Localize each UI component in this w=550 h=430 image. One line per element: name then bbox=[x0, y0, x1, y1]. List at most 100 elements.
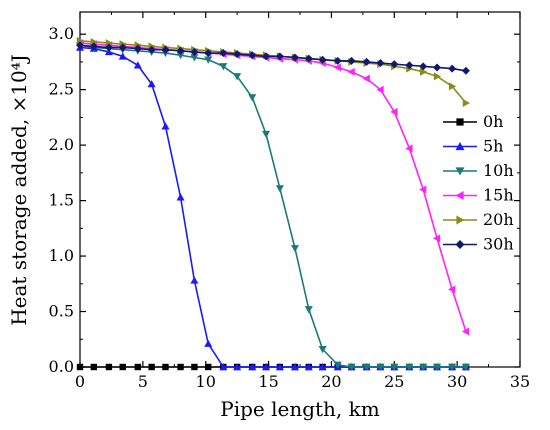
legend-marker bbox=[456, 118, 464, 126]
data-point-30h bbox=[419, 62, 428, 71]
data-point-10h bbox=[290, 245, 299, 253]
y-tick-label: 1.0 bbox=[49, 246, 74, 265]
legend-marker bbox=[455, 167, 465, 176]
x-tick-label: 15 bbox=[258, 372, 278, 391]
data-point-30h bbox=[147, 45, 156, 54]
data-point-0h bbox=[134, 363, 142, 371]
data-point-15h bbox=[405, 144, 413, 153]
data-point-30h bbox=[118, 43, 127, 52]
data-point-10h bbox=[275, 185, 284, 193]
data-point-5h bbox=[233, 363, 242, 371]
data-point-5h bbox=[304, 363, 313, 371]
data-point-30h bbox=[262, 52, 271, 61]
data-point-20h bbox=[462, 98, 470, 107]
data-point-30h bbox=[405, 61, 414, 70]
data-point-5h bbox=[290, 363, 299, 371]
data-point-30h bbox=[304, 54, 313, 63]
data-point-20h bbox=[433, 72, 442, 81]
data-point-5h bbox=[262, 363, 271, 371]
data-point-5h bbox=[219, 363, 228, 371]
y-tick-label: 2.5 bbox=[49, 80, 74, 99]
data-point-30h bbox=[161, 45, 170, 54]
data-point-5h bbox=[318, 363, 327, 371]
data-point-5h bbox=[118, 52, 127, 60]
series-30h bbox=[76, 41, 470, 75]
data-point-0h bbox=[105, 363, 113, 371]
legend-label: 20h bbox=[483, 210, 514, 229]
data-point-30h bbox=[176, 46, 185, 55]
data-point-10h bbox=[304, 306, 313, 314]
x-tick-label: 10 bbox=[196, 372, 216, 391]
data-point-10h bbox=[248, 94, 257, 102]
legend-marker bbox=[455, 191, 464, 200]
data-point-30h bbox=[362, 57, 371, 66]
legend-label: 30h bbox=[483, 235, 514, 254]
data-point-30h bbox=[390, 60, 399, 69]
data-point-10h bbox=[190, 54, 199, 62]
series-15h bbox=[76, 39, 470, 336]
data-point-10h bbox=[347, 363, 356, 371]
legend-item-5h: 5h bbox=[443, 137, 503, 156]
data-point-5h bbox=[204, 339, 213, 347]
legend-item-30h: 30h bbox=[443, 235, 514, 254]
y-tick-label: 1.5 bbox=[49, 191, 74, 210]
legend-label: 10h bbox=[483, 161, 514, 180]
data-point-0h bbox=[119, 363, 126, 371]
data-point-20h bbox=[420, 67, 428, 76]
legend-label: 0h bbox=[483, 112, 503, 131]
data-point-30h bbox=[190, 47, 199, 56]
plot-frame bbox=[79, 11, 521, 368]
data-point-20h bbox=[448, 82, 457, 91]
data-point-10h bbox=[318, 346, 327, 354]
legend-marker bbox=[455, 142, 465, 151]
data-point-30h bbox=[89, 42, 98, 51]
data-point-30h bbox=[448, 64, 457, 73]
x-tick-label: 35 bbox=[510, 372, 530, 391]
x-tick-label: 20 bbox=[321, 372, 341, 391]
legend: 0h 5h 10h 15h 20h 30h bbox=[443, 112, 514, 254]
data-point-30h bbox=[233, 50, 242, 59]
data-point-15h bbox=[390, 107, 398, 116]
data-point-0h bbox=[177, 363, 184, 371]
data-point-5h bbox=[275, 363, 284, 371]
x-axis-label: Pipe length, km bbox=[220, 397, 380, 421]
y-tick-label: 3.0 bbox=[49, 24, 74, 43]
series-line-10h bbox=[79, 44, 466, 368]
x-tick-label: 0 bbox=[75, 372, 85, 391]
data-point-30h bbox=[219, 49, 228, 58]
data-point-15h bbox=[433, 234, 441, 243]
series-line-15h bbox=[79, 42, 467, 332]
data-point-15h bbox=[376, 85, 384, 94]
y-tick-label: 0.0 bbox=[49, 357, 74, 376]
x-tick-label: 25 bbox=[384, 372, 404, 391]
legend-label: 5h bbox=[483, 137, 503, 156]
data-point-0h bbox=[205, 363, 212, 371]
data-point-30h bbox=[248, 51, 257, 60]
data-point-10h bbox=[219, 63, 228, 71]
data-point-30h bbox=[290, 53, 299, 62]
data-point-10h bbox=[448, 363, 457, 371]
data-point-15h bbox=[448, 285, 456, 294]
data-point-30h bbox=[318, 55, 327, 64]
data-point-30h bbox=[347, 56, 356, 65]
legend-item-10h: 10h bbox=[443, 161, 514, 180]
data-point-0h bbox=[76, 363, 84, 371]
series-layer bbox=[76, 36, 470, 371]
data-point-5h bbox=[147, 80, 156, 88]
data-point-0h bbox=[90, 363, 98, 371]
data-point-0h bbox=[148, 363, 155, 371]
legend-marker bbox=[456, 215, 465, 225]
series-5h bbox=[76, 43, 470, 371]
legend-item-20h: 20h bbox=[443, 210, 514, 229]
data-point-15h bbox=[347, 67, 355, 76]
data-point-15h bbox=[362, 74, 370, 83]
series-line-30h bbox=[79, 44, 467, 72]
data-point-15h bbox=[419, 185, 427, 194]
data-point-10h bbox=[333, 361, 342, 369]
axis-ticks: 0 5 10 15 20 25 30 35 0.0 0.5 1.0 1.5 2.0 2.5 3.0 bbox=[49, 12, 530, 391]
data-point-30h bbox=[433, 63, 442, 72]
legend-label: 15h bbox=[483, 186, 514, 205]
data-point-10h bbox=[405, 363, 414, 371]
data-point-10h bbox=[376, 363, 385, 371]
